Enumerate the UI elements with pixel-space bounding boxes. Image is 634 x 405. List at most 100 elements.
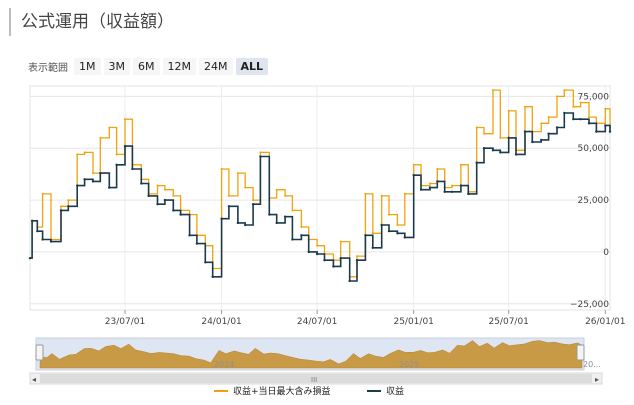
profit-point [467, 192, 470, 196]
y-tick-label: 75,000 [578, 92, 610, 102]
max-unrealized-point [244, 186, 247, 189]
max-unrealized-point [356, 255, 359, 258]
profit-point [211, 275, 214, 279]
y-axis: −25,000 0 25,000 50,000 75,000 [570, 92, 609, 309]
profit-point [131, 167, 134, 171]
max-unrealized-point [83, 151, 86, 154]
profit-point [36, 229, 39, 233]
max-unrealized-point [371, 232, 374, 235]
profit-point [531, 140, 534, 144]
legend-label-profit[interactable]: 収益 [386, 385, 404, 397]
scroll-grip-icon[interactable]: III [311, 376, 317, 384]
max-unrealized-point [236, 172, 239, 175]
range-button-12m[interactable]: 12M [162, 57, 196, 75]
profit-point [244, 223, 247, 227]
max-unrealized-point [388, 213, 391, 216]
y-tick-label: 0 [603, 248, 609, 258]
max-unrealized-point [59, 205, 62, 208]
profit-point [300, 234, 303, 237]
profit-point [371, 246, 374, 249]
max-unrealized-point [483, 132, 486, 135]
scroll-right-arrow-icon[interactable]: ▸ [595, 375, 599, 384]
title-bar: 公式運用（収益額） [9, 8, 174, 36]
max-unrealized-point [99, 136, 102, 139]
profit-point [339, 256, 342, 260]
range-button-all[interactable]: ALL [235, 57, 269, 75]
max-unrealized-point [252, 199, 255, 202]
max-unrealized-point [339, 240, 342, 243]
max-unrealized-point [67, 199, 70, 202]
max-unrealized-point [76, 153, 79, 156]
profit-point [403, 236, 406, 239]
max-unrealized-point [364, 192, 367, 195]
profit-point [547, 132, 550, 135]
profit-point [507, 136, 510, 140]
max-unrealized-point [499, 136, 502, 139]
profit-point [364, 234, 367, 237]
profit-point [99, 171, 102, 175]
max-unrealized-point [459, 163, 462, 166]
page-title: 公式運用（収益額） [21, 12, 174, 32]
max-unrealized-point [475, 126, 478, 129]
max-unrealized-point [316, 244, 319, 247]
profit-point [220, 217, 223, 220]
profit-point [275, 221, 278, 225]
profit-point [49, 240, 53, 243]
profit-point [83, 178, 86, 181]
navigator-label-2026: 20... [583, 360, 601, 369]
max-unrealized-point [124, 118, 127, 121]
navigator[interactable]: 2024 2025 20... [35, 337, 601, 371]
range-button-1m[interactable]: 1M [74, 57, 101, 75]
profit-point [188, 234, 191, 237]
x-tick-label: 24/07/01 [297, 317, 337, 327]
profit-point [387, 229, 391, 233]
profit-point [412, 173, 415, 177]
max-unrealized-point [523, 105, 526, 108]
profit-point [348, 279, 351, 283]
range-button-3m[interactable]: 3M [103, 57, 130, 75]
profit-point [179, 213, 182, 216]
profit-point [523, 130, 527, 133]
profit-point [396, 232, 399, 235]
profit-point [59, 209, 63, 212]
profit-point [332, 265, 335, 268]
scrollbar[interactable]: ◂ ▸ III [29, 372, 603, 385]
profit-point [355, 259, 359, 262]
profit-point [459, 184, 463, 187]
max-unrealized-point [563, 89, 566, 92]
navigator-left-handle[interactable] [35, 344, 44, 361]
scroll-left-arrow-icon[interactable]: ◂ [32, 375, 36, 384]
range-button-6m[interactable]: 6M [133, 57, 160, 75]
max-unrealized-point [259, 151, 262, 154]
profit-point [307, 250, 310, 254]
profit-point [491, 149, 495, 152]
profit-point [91, 180, 95, 183]
profit-point [563, 111, 566, 115]
profit-point [259, 155, 262, 158]
profit-point [499, 151, 502, 154]
range-selector: 表示範囲 1M 3M 6M 12M 24M ALL [28, 56, 271, 76]
profit-point [172, 209, 175, 212]
max-unrealized-point [156, 184, 159, 187]
max-unrealized-point [540, 122, 543, 125]
scrollbar-thumb[interactable] [40, 374, 592, 383]
profit-point [227, 205, 231, 208]
navigator-right-handle[interactable] [576, 344, 585, 361]
max-unrealized-point [172, 194, 175, 197]
max-unrealized-point [451, 184, 454, 187]
profit-point [108, 186, 111, 189]
max-unrealized-point [491, 89, 494, 92]
max-unrealized-point [412, 163, 415, 166]
range-button-24m[interactable]: 24M [199, 57, 233, 75]
profit-point [147, 194, 150, 198]
legend-label-max-unrealized[interactable]: 収益+当日最大含み損益 [233, 385, 331, 397]
profit-point [41, 238, 44, 241]
x-tick-label: 25/01/01 [393, 317, 433, 327]
max-unrealized-point [579, 101, 582, 104]
y-tick-label: −25,000 [570, 300, 609, 310]
max-unrealized-point [41, 192, 44, 195]
navigator-label-2024: 2024 [214, 360, 234, 369]
max-unrealized-point [588, 116, 591, 119]
profit-point [251, 203, 255, 206]
profit-point [595, 130, 598, 133]
